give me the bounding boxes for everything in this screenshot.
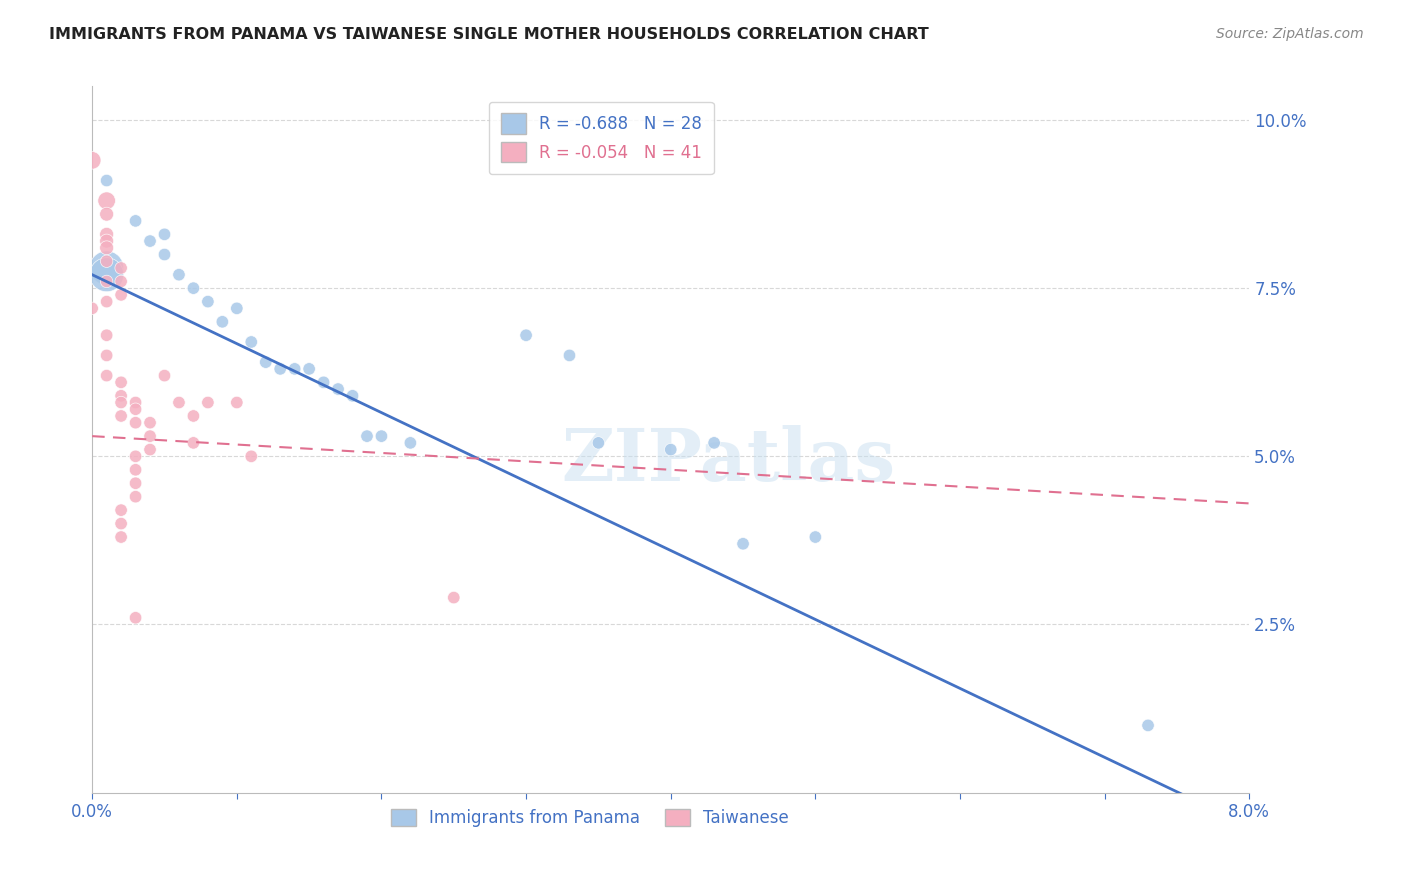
- Point: [558, 348, 581, 362]
- Point: [515, 328, 537, 343]
- Point: [342, 389, 364, 403]
- Point: [153, 227, 176, 242]
- Point: [659, 442, 682, 457]
- Point: [110, 503, 132, 517]
- Point: [96, 275, 118, 289]
- Point: [197, 294, 219, 309]
- Point: [153, 247, 176, 261]
- Point: [139, 416, 162, 430]
- Point: [96, 241, 118, 255]
- Point: [96, 234, 118, 248]
- Point: [139, 234, 162, 248]
- Point: [96, 194, 118, 208]
- Point: [110, 395, 132, 409]
- Point: [183, 435, 205, 450]
- Text: Source: ZipAtlas.com: Source: ZipAtlas.com: [1216, 27, 1364, 41]
- Point: [139, 442, 162, 457]
- Point: [110, 275, 132, 289]
- Point: [96, 254, 118, 268]
- Point: [326, 382, 349, 396]
- Point: [804, 530, 827, 544]
- Point: [399, 435, 422, 450]
- Point: [110, 530, 132, 544]
- Point: [82, 153, 104, 168]
- Point: [110, 260, 132, 275]
- Point: [96, 207, 118, 221]
- Point: [124, 490, 146, 504]
- Point: [96, 260, 118, 275]
- Point: [139, 429, 162, 443]
- Point: [96, 268, 118, 282]
- Point: [703, 435, 725, 450]
- Point: [153, 368, 176, 383]
- Point: [124, 611, 146, 625]
- Point: [1137, 718, 1160, 732]
- Point: [225, 301, 247, 316]
- Point: [298, 362, 321, 376]
- Point: [443, 591, 465, 605]
- Point: [96, 328, 118, 343]
- Point: [225, 395, 247, 409]
- Point: [124, 450, 146, 464]
- Point: [312, 376, 335, 390]
- Point: [197, 395, 219, 409]
- Point: [124, 214, 146, 228]
- Point: [269, 362, 291, 376]
- Point: [284, 362, 307, 376]
- Point: [183, 409, 205, 423]
- Point: [110, 376, 132, 390]
- Point: [240, 450, 263, 464]
- Point: [254, 355, 277, 369]
- Point: [167, 395, 190, 409]
- Point: [124, 402, 146, 417]
- Point: [124, 395, 146, 409]
- Point: [96, 227, 118, 242]
- Point: [96, 173, 118, 187]
- Point: [731, 537, 754, 551]
- Point: [124, 463, 146, 477]
- Point: [588, 435, 610, 450]
- Point: [124, 416, 146, 430]
- Point: [96, 294, 118, 309]
- Point: [110, 409, 132, 423]
- Point: [240, 334, 263, 349]
- Point: [211, 315, 233, 329]
- Point: [110, 516, 132, 531]
- Point: [183, 281, 205, 295]
- Point: [356, 429, 378, 443]
- Point: [96, 348, 118, 362]
- Text: ZIPatlas: ZIPatlas: [561, 425, 896, 496]
- Point: [167, 268, 190, 282]
- Text: IMMIGRANTS FROM PANAMA VS TAIWANESE SINGLE MOTHER HOUSEHOLDS CORRELATION CHART: IMMIGRANTS FROM PANAMA VS TAIWANESE SING…: [49, 27, 929, 42]
- Point: [124, 476, 146, 491]
- Point: [110, 389, 132, 403]
- Point: [370, 429, 392, 443]
- Legend: Immigrants from Panama, Taiwanese: Immigrants from Panama, Taiwanese: [384, 802, 796, 834]
- Point: [82, 301, 104, 316]
- Point: [96, 368, 118, 383]
- Point: [110, 288, 132, 302]
